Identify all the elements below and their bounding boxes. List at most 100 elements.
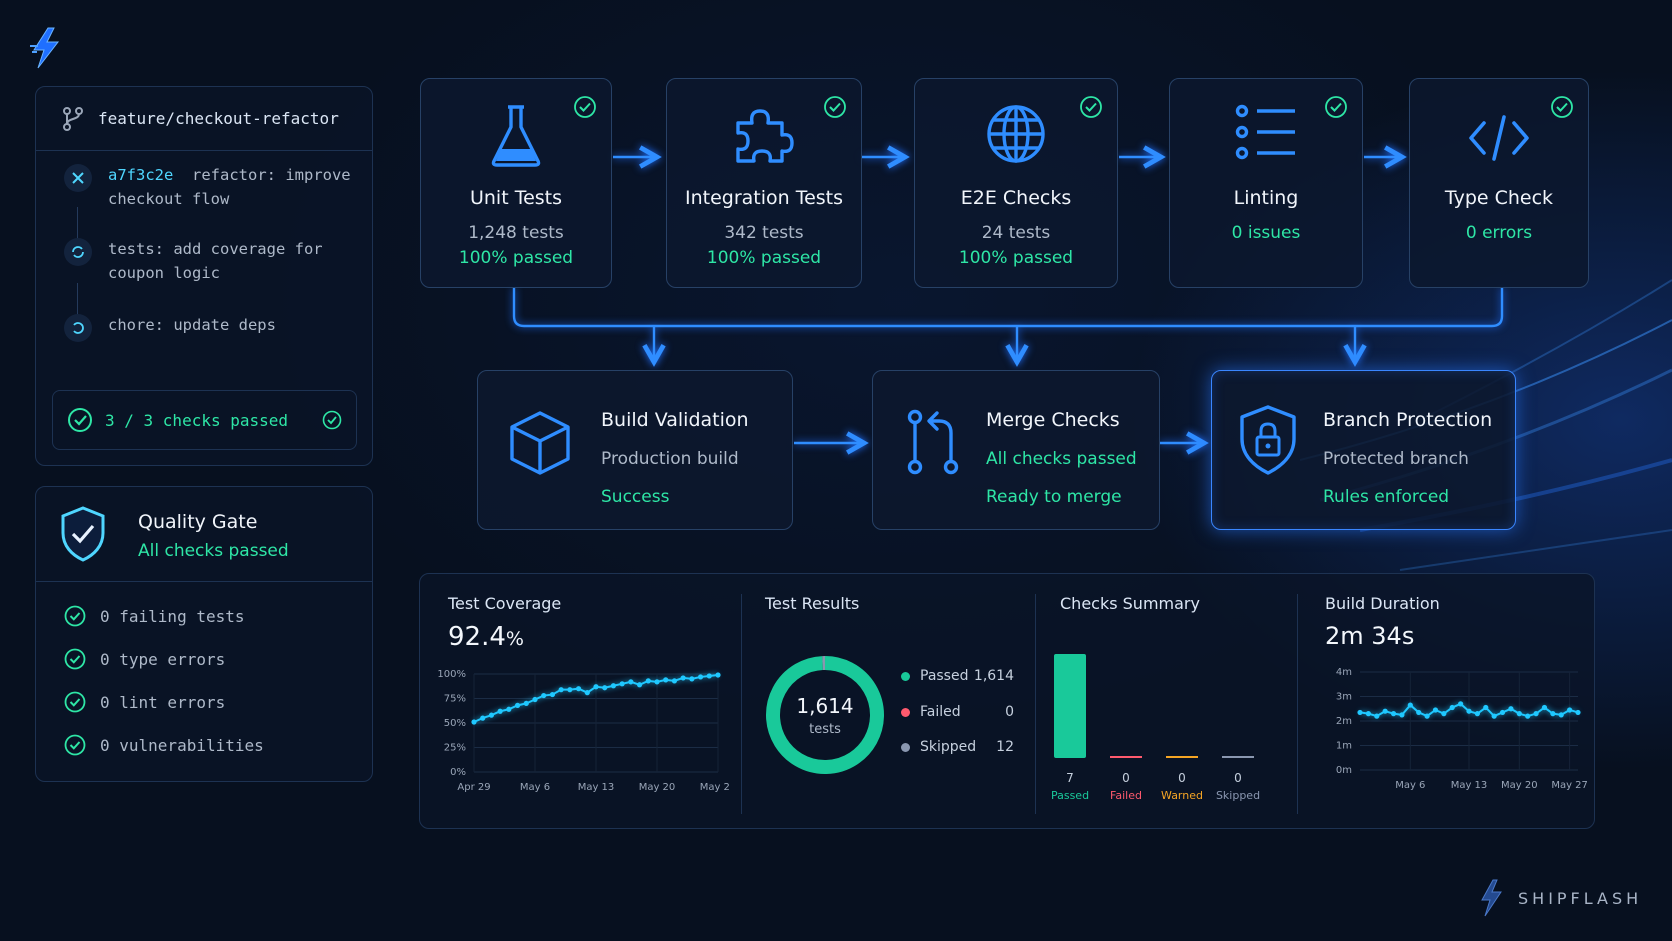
y-tick-label: 0m — [1336, 765, 1352, 776]
check-circle-icon — [64, 648, 86, 670]
stage-status: 100% passed — [458, 248, 574, 268]
coverage-number: 92.4 — [448, 622, 506, 652]
legend-value: 0 — [1005, 704, 1014, 720]
checks-label: 3 / 3 checks passed — [105, 410, 289, 430]
legend-value: 12 — [996, 739, 1014, 755]
stage-card-integration-tests[interactable]: Integration Tests 342 tests 100% passed — [666, 78, 862, 288]
data-point — [1508, 706, 1514, 712]
divider — [1297, 594, 1298, 814]
legend-label: Passed — [920, 668, 969, 684]
gate-card-branch-protection[interactable]: Branch Protection Protected branch Rules… — [1211, 370, 1516, 530]
quality-gate-panel: Quality Gate All checks passed 0 failing… — [35, 486, 373, 782]
data-point — [1441, 711, 1447, 717]
data-point — [1533, 711, 1539, 717]
globe-icon — [987, 105, 1045, 163]
legend-dot — [901, 671, 910, 681]
commit-hash: a7f3c2e — [108, 166, 174, 184]
commit-refresh-icon — [64, 314, 92, 342]
brand: SHIPFLASH — [1478, 878, 1642, 918]
data-point — [1474, 711, 1480, 717]
data-point — [471, 719, 477, 725]
y-tick-label: 75% — [444, 694, 466, 705]
stage-title: Linting — [1233, 187, 1299, 209]
y-tick-label: 100% — [437, 669, 466, 680]
quality-gate-title: Quality Gate — [138, 511, 258, 533]
puzzle-icon — [736, 109, 794, 163]
stage-card-unit-tests[interactable]: Unit Tests 1,248 tests 100% passed — [420, 78, 612, 288]
x-tick-label: May 20 — [1501, 780, 1538, 791]
legend-value: 1,614 — [973, 668, 1014, 684]
commit-item[interactable]: chore: update deps — [64, 313, 276, 342]
stage-title: E2E Checks — [960, 187, 1072, 209]
quality-item: 0 failing tests — [64, 605, 245, 627]
data-point — [1424, 713, 1430, 719]
bar-category-label: Failed — [1110, 789, 1142, 802]
commit-item[interactable]: a7f3c2e refactor: improve checkout flow — [64, 163, 351, 211]
branch-header[interactable]: feature/checkout-refactor — [36, 87, 372, 151]
stage-card-linting[interactable]: Linting 0 issues — [1169, 78, 1363, 288]
duration-chart: 4m 3m 2m 1m 0m May 6 May 13 May 20 May 27 — [1336, 667, 1588, 791]
data-point — [1390, 711, 1397, 717]
commit-message: tests: add coverage for — [108, 240, 323, 258]
commit-sync-icon — [64, 238, 92, 266]
bar — [1054, 654, 1086, 758]
quality-item: 0 lint errors — [64, 691, 225, 713]
check-circle-icon — [1325, 96, 1347, 118]
branch-name: feature/checkout-refactor — [98, 109, 339, 128]
data-point — [645, 678, 651, 684]
data-point — [549, 691, 556, 698]
data-point — [488, 712, 495, 718]
gate-detail: All checks passed — [986, 449, 1137, 469]
shield-check-icon — [61, 506, 105, 562]
duration-value: 2m 34s — [1325, 622, 1415, 650]
legend-label: Failed — [920, 704, 961, 720]
commit-item[interactable]: tests: add coverage for coupon logic — [64, 237, 323, 285]
cube-icon — [510, 411, 570, 475]
data-point — [671, 678, 678, 684]
bar-category-label: Passed — [1051, 789, 1089, 802]
results-label: Test Results — [765, 594, 860, 613]
data-point — [689, 676, 695, 682]
check-circle-icon — [64, 605, 86, 627]
x-tick-label: May 6 — [520, 782, 550, 793]
quality-item-label: 0 vulnerabilities — [100, 735, 264, 755]
duration-label: Build Duration — [1325, 594, 1440, 613]
stage-card-type-check[interactable]: Type Check 0 errors — [1409, 78, 1589, 288]
bar-value-label: 0 — [1178, 771, 1186, 785]
data-point — [619, 681, 625, 687]
data-point — [715, 672, 721, 678]
lightning-logo-icon — [30, 27, 60, 69]
stage-status: 0 errors — [1465, 223, 1533, 243]
x-tick-label: May 13 — [1451, 780, 1488, 791]
gate-card-build-validation[interactable]: Build Validation Production build Succes… — [477, 370, 793, 530]
bar-value-label: 0 — [1234, 771, 1242, 785]
code-icon — [1469, 115, 1529, 161]
results-donut-chart — [766, 656, 884, 774]
y-tick-label: 2m — [1336, 716, 1352, 727]
bar-category-label: Skipped — [1216, 789, 1260, 802]
legend-passed: Passed 1,614 — [901, 668, 1014, 684]
data-point — [575, 686, 582, 692]
commit-connector — [77, 283, 78, 331]
check-circle-small-icon — [322, 410, 342, 430]
bar-value-label: 7 — [1066, 771, 1074, 785]
stage-status: 100% passed — [958, 248, 1074, 268]
y-tick-label: 1m — [1336, 741, 1352, 752]
bar — [1222, 756, 1254, 758]
commit-message: chore: update deps — [108, 316, 276, 334]
data-point — [663, 677, 669, 683]
data-point — [506, 706, 512, 712]
bar-category-label: Warned — [1161, 789, 1203, 802]
data-point — [602, 685, 608, 691]
coverage-chart: 100% 75% 50% 25% 0% Apr 29 May 6 May 13 May 20 Ma… — [437, 669, 730, 793]
data-point — [567, 687, 573, 693]
commit-message-cont: checkout flow — [108, 190, 230, 208]
checks-status[interactable]: 3 / 3 checks passed — [52, 390, 357, 450]
gate-card-merge-checks[interactable]: Merge Checks All checks passed Ready to … — [872, 370, 1160, 530]
checks-summary-label: Checks Summary — [1060, 594, 1200, 613]
x-tick-label: May 13 — [578, 782, 615, 793]
check-circle-icon — [574, 96, 596, 118]
quality-item: 0 type errors — [64, 648, 225, 670]
stage-card-e2e-checks[interactable]: E2E Checks 24 tests 100% passed — [914, 78, 1118, 288]
bar — [1166, 756, 1198, 758]
